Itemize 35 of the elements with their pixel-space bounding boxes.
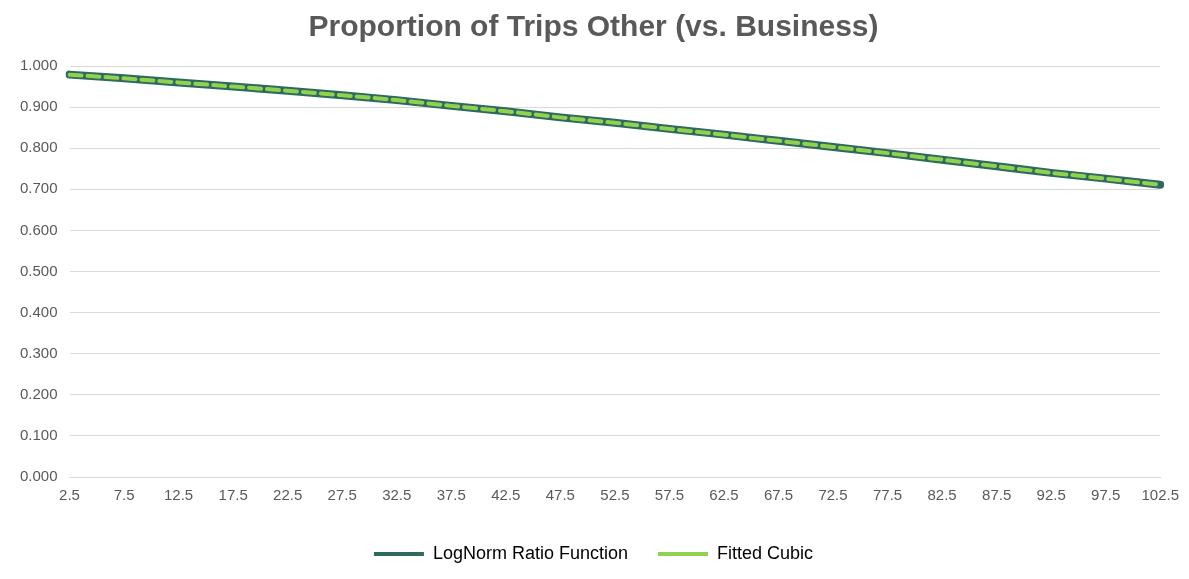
y-tick-label: 0.600	[19, 220, 58, 238]
y-tick-label: 0.100	[19, 426, 58, 444]
x-tick-label: 92.5	[1036, 486, 1066, 504]
x-tick-label: 37.5	[436, 486, 466, 504]
legend-label: LogNorm Ratio Function	[432, 542, 629, 563]
x-tick-label: 62.5	[709, 486, 739, 504]
x-tick-label: 12.5	[164, 486, 194, 504]
x-tick-label: 87.5	[982, 486, 1012, 504]
x-tick-label: 32.5	[382, 486, 412, 504]
x-tick-label: 2.5	[59, 486, 80, 504]
x-tick-label: 102.5	[1141, 486, 1180, 504]
x-tick-label: 42.5	[491, 486, 521, 504]
legend-label: Fitted Cubic	[717, 542, 814, 563]
chart-title: Proportion of Trips Other (vs. Business)	[308, 9, 879, 43]
x-tick-label: 52.5	[600, 486, 630, 504]
y-tick-label: 0.900	[19, 97, 58, 115]
x-tick-label: 67.5	[763, 486, 794, 504]
x-tick-label: 97.5	[1091, 486, 1121, 504]
x-tick-label: 77.5	[872, 486, 903, 504]
x-tick-label: 17.5	[218, 486, 248, 504]
x-tick-label: 57.5	[654, 486, 685, 504]
x-tick-label: 7.5	[113, 486, 135, 504]
y-tick-label: 0.300	[19, 343, 58, 361]
y-tick-label: 0.700	[19, 179, 58, 197]
x-tick-label: 27.5	[327, 486, 357, 504]
y-tick-label: 0.500	[19, 261, 58, 279]
x-tick-label: 47.5	[545, 486, 575, 504]
y-tick-label: 0.200	[19, 384, 58, 402]
y-tick-label: 0.800	[19, 138, 58, 156]
y-tick-label: 1.000	[19, 56, 58, 74]
y-tick-label: 0.000	[19, 467, 58, 485]
x-tick-label: 82.5	[927, 486, 957, 504]
x-tick-label: 22.5	[273, 486, 303, 504]
y-tick-label: 0.400	[19, 302, 58, 320]
x-tick-label: 72.5	[818, 486, 848, 504]
